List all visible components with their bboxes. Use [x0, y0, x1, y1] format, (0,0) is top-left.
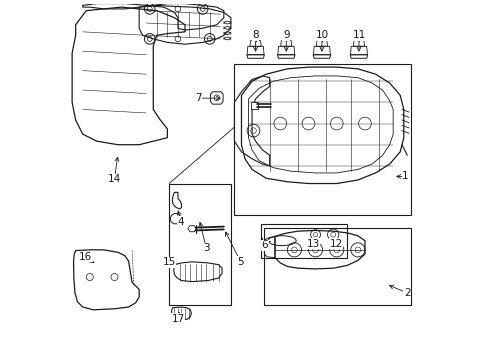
Text: 17: 17: [172, 314, 185, 324]
Text: 10: 10: [316, 30, 328, 40]
Text: 13: 13: [306, 239, 319, 248]
Text: 2: 2: [404, 288, 411, 298]
FancyBboxPatch shape: [251, 102, 258, 109]
Text: 16: 16: [79, 252, 92, 262]
Text: 4: 4: [177, 217, 184, 227]
Text: 1: 1: [402, 171, 409, 181]
Text: 3: 3: [203, 243, 210, 253]
Text: 8: 8: [252, 30, 259, 40]
Text: 14: 14: [108, 174, 121, 184]
Text: 15: 15: [163, 257, 176, 267]
Text: 12: 12: [329, 239, 343, 248]
Text: 11: 11: [352, 30, 366, 40]
Text: 6: 6: [262, 240, 268, 250]
Text: 7: 7: [195, 93, 202, 103]
Text: 5: 5: [238, 257, 244, 267]
Text: 9: 9: [283, 30, 290, 40]
